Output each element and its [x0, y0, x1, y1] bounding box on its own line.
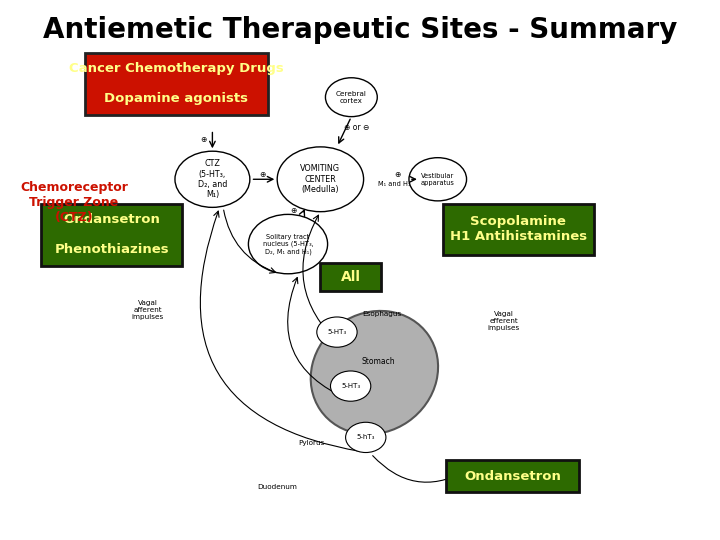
- Circle shape: [346, 422, 386, 453]
- Text: Scopolamine
H1 Antihistamines: Scopolamine H1 Antihistamines: [450, 215, 587, 244]
- Text: Solitary tract
nucleus (5-HT₃,
D₂, M₁ and H₁): Solitary tract nucleus (5-HT₃, D₂, M₁ an…: [263, 234, 313, 254]
- Circle shape: [248, 214, 328, 274]
- Circle shape: [409, 158, 467, 201]
- Text: Cancer Chemotherapy Drugs

Dopamine agonists: Cancer Chemotherapy Drugs Dopamine agoni…: [69, 62, 284, 105]
- Text: Vagal
afferent
impulses: Vagal afferent impulses: [132, 300, 163, 321]
- Ellipse shape: [311, 311, 438, 434]
- Text: ⊕: ⊕: [260, 171, 266, 179]
- Circle shape: [330, 371, 371, 401]
- FancyBboxPatch shape: [85, 53, 268, 115]
- Text: ⊕ or ⊖: ⊕ or ⊖: [343, 123, 369, 132]
- Text: ⊕: ⊕: [200, 135, 206, 144]
- Circle shape: [175, 151, 250, 207]
- Text: Stomach: Stomach: [361, 357, 395, 366]
- FancyBboxPatch shape: [320, 263, 382, 292]
- Circle shape: [325, 78, 377, 117]
- Text: Pylorus: Pylorus: [298, 440, 324, 446]
- Circle shape: [277, 147, 364, 212]
- Text: Cerebral
cortex: Cerebral cortex: [336, 91, 366, 104]
- Text: ⊕: ⊕: [291, 206, 297, 215]
- Text: Antiemetic Therapeutic Sites - Summary: Antiemetic Therapeutic Sites - Summary: [42, 16, 678, 44]
- FancyBboxPatch shape: [443, 204, 594, 255]
- Text: ⊕: ⊕: [395, 171, 400, 179]
- Text: Ondansetron: Ondansetron: [464, 470, 561, 483]
- FancyBboxPatch shape: [42, 204, 181, 266]
- Text: VOMITING
CENTER
(Medulla): VOMITING CENTER (Medulla): [300, 164, 341, 194]
- FancyBboxPatch shape: [446, 460, 579, 492]
- Text: Chemoreceptor
Trigger Zone
(CTZ): Chemoreceptor Trigger Zone (CTZ): [20, 181, 128, 224]
- Text: Ondansetron

Phenothiazines: Ondansetron Phenothiazines: [54, 213, 169, 256]
- Text: Vestibular
apparatus: Vestibular apparatus: [420, 173, 455, 186]
- Text: 5-HT₃: 5-HT₃: [341, 383, 360, 389]
- Text: Vagal
efferent
impulses: Vagal efferent impulses: [488, 311, 520, 332]
- Circle shape: [317, 317, 357, 347]
- Text: 5-HT₃: 5-HT₃: [328, 329, 346, 335]
- Text: Esophagus: Esophagus: [362, 311, 401, 318]
- Text: M₁ and H₁: M₁ and H₁: [379, 180, 410, 187]
- Text: 5-hT₃: 5-hT₃: [356, 434, 375, 441]
- Text: Duodenum: Duodenum: [257, 484, 297, 490]
- Text: CTZ
(5-HT₃,
D₂, and
M₁): CTZ (5-HT₃, D₂, and M₁): [198, 159, 227, 199]
- Text: All: All: [341, 270, 361, 284]
